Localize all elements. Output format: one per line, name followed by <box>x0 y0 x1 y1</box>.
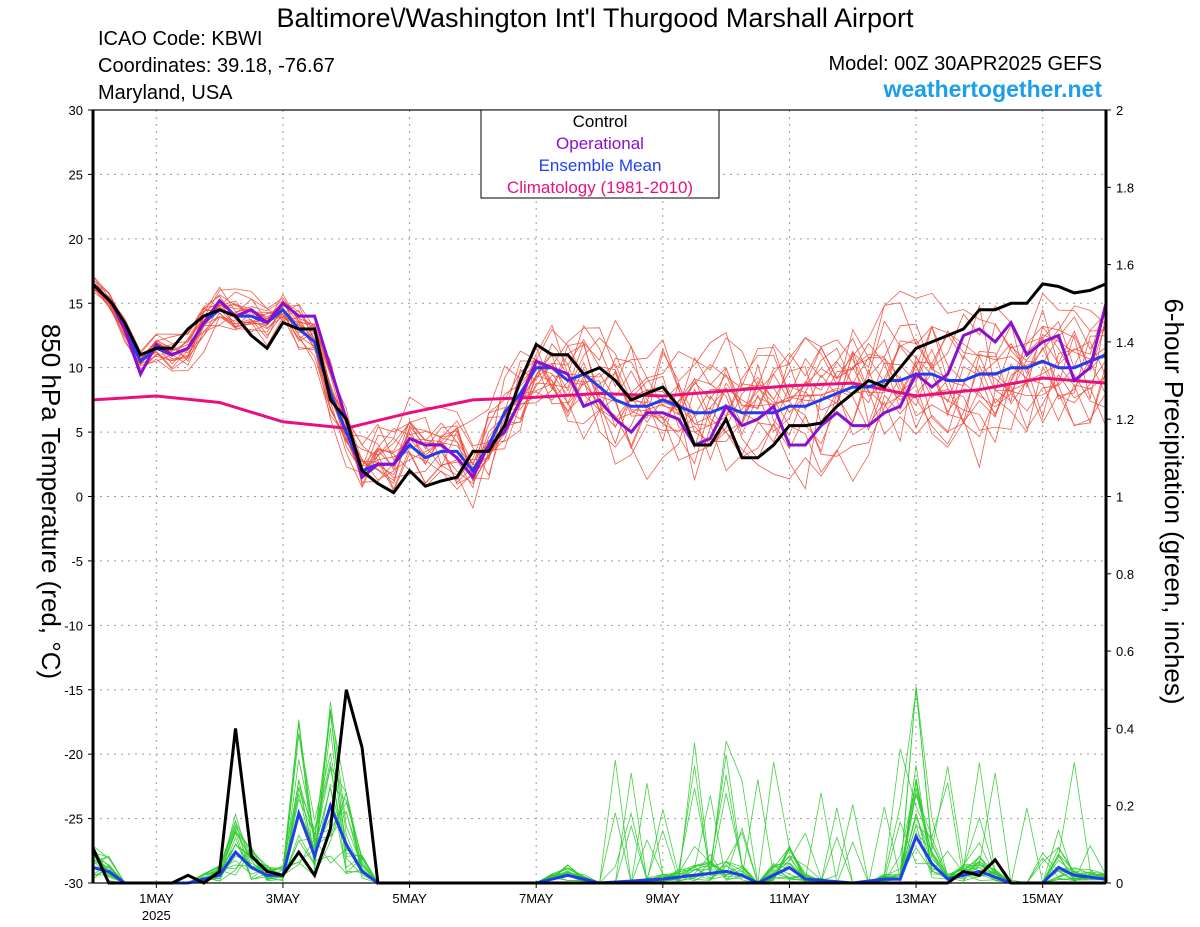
x-tick-label: 9MAY <box>646 891 681 906</box>
left-tick-label: 0 <box>76 490 83 505</box>
temp-ensemble-mean-line <box>91 282 1107 474</box>
left-tick-label: 25 <box>69 167 83 182</box>
right-tick-label: 1.4 <box>1116 335 1134 350</box>
precipitation-member-line <box>92 689 1107 884</box>
site-link[interactable]: weathertogether.net <box>883 76 1102 102</box>
right-tick-label: 0.6 <box>1116 644 1134 659</box>
climatology-line <box>92 376 1107 430</box>
temperature-member-line <box>92 275 1107 491</box>
right-tick-label: 0 <box>1116 876 1123 891</box>
legend-box <box>480 109 720 199</box>
legend-entry: Climatology (1981-2010) <box>507 178 693 197</box>
x-tick-label: 13MAY <box>895 891 937 906</box>
left-tick-label: -5 <box>71 554 83 569</box>
right-tick-label: 1.8 <box>1116 180 1134 195</box>
chart-title: Baltimore\/Washington Int'l Thurgood Mar… <box>276 3 914 33</box>
x-tick-label: 15MAY <box>1022 891 1064 906</box>
location: Maryland, USA <box>98 82 233 104</box>
x-tick-label: 11MAY <box>769 891 810 906</box>
temperature-member-line <box>92 279 1107 482</box>
x-tick-label: 3MAY <box>266 891 301 906</box>
left-tick-label: -30 <box>64 876 83 891</box>
left-axis-title: 850 hPa Temperature (red, °C) <box>36 324 66 679</box>
right-tick-label: 1.6 <box>1116 258 1134 273</box>
left-tick-label: 30 <box>69 103 83 118</box>
left-tick-label: -10 <box>64 618 83 633</box>
right-tick-label: 0.4 <box>1116 721 1134 736</box>
coordinates: Coordinates: 39.18, -76.67 <box>98 55 335 77</box>
x-tick-label: 5MAY <box>392 891 427 906</box>
model-run: Model: 00Z 30APR2025 GEFS <box>828 53 1102 75</box>
legend-entry: Control <box>573 112 628 131</box>
right-tick-label: 1 <box>1116 490 1123 505</box>
legend-entry: Ensemble Mean <box>539 156 662 175</box>
axes: 302520151050-5-10-15-20-25-3021.81.61.41… <box>36 103 1189 923</box>
left-tick-label: -20 <box>64 747 83 762</box>
legend-entry: Operational <box>556 134 644 153</box>
temperature-member-line <box>92 286 1107 483</box>
left-tick-label: 20 <box>69 232 83 247</box>
left-tick-label: -25 <box>64 812 83 827</box>
left-tick-label: 5 <box>76 425 83 440</box>
temperature-member-line <box>92 284 1107 485</box>
right-tick-label: 0.2 <box>1116 799 1134 814</box>
right-tick-label: 0.8 <box>1116 567 1134 582</box>
icao-code: ICAO Code: KBWI <box>98 28 263 50</box>
temperature-member-line <box>92 275 1107 485</box>
x-tick-label: 1MAY <box>139 891 174 906</box>
temperature-member-line <box>92 291 1107 480</box>
right-axis-title: 6-hour Precipitation (green, inches) <box>1159 298 1189 704</box>
temperature-member-line <box>92 287 1107 510</box>
x-tick-sublabel: 2025 <box>142 908 171 923</box>
x-tick-label: 7MAY <box>519 891 554 906</box>
temp-control-line <box>91 282 1107 495</box>
temperature-member-line <box>92 286 1107 481</box>
grid <box>93 109 1106 884</box>
left-tick-label: 15 <box>69 296 83 311</box>
temp-operational-line <box>91 282 1108 480</box>
temperature-member-line <box>92 283 1107 476</box>
temperature-member-line <box>92 282 1107 487</box>
right-tick-label: 1.2 <box>1116 412 1134 427</box>
right-tick-label: 2 <box>1116 103 1123 118</box>
left-tick-label: 10 <box>69 361 83 376</box>
left-tick-label: -15 <box>64 683 83 698</box>
precipitation-member-line <box>92 686 1107 884</box>
legend: Control Operational Ensemble Mean Climatolo… <box>480 109 720 199</box>
precip-control-line <box>91 689 1106 885</box>
temperature-member-line <box>92 289 1107 490</box>
